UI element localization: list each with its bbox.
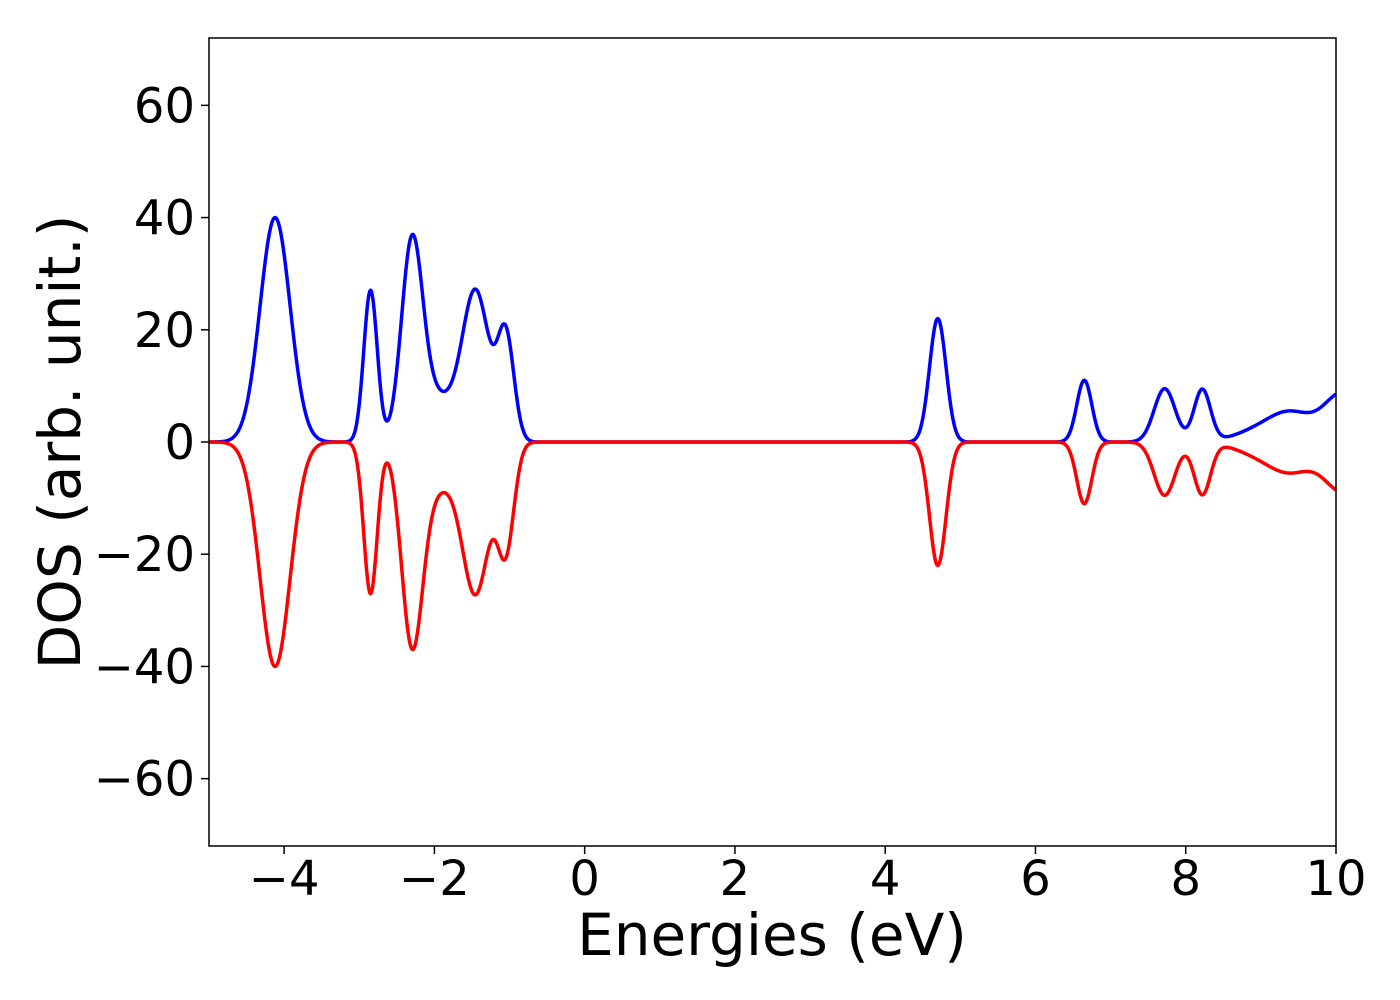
x-tick-label: 8 [1170,851,1201,907]
x-axis-ticks: −4 −2 0 2 4 6 8 10 [249,846,1367,907]
y-tick-label: −20 [94,527,195,583]
y-axis-ticks: 60 40 20 0 −20 −40 −60 [94,78,209,808]
y-tick-label: 0 [164,415,195,471]
x-axis-label: Energies (eV) [577,901,967,969]
y-tick-label: −40 [94,639,195,695]
x-tick-label: 10 [1305,851,1366,907]
x-tick-label: −2 [399,851,470,907]
y-axis-label: DOS (arb. unit.) [26,215,94,670]
y-tick-label: 60 [134,78,195,134]
x-tick-label: 2 [720,851,751,907]
x-tick-label: 6 [1020,851,1051,907]
series-line-spin-down [209,440,1336,669]
series-layer [209,215,1336,669]
y-tick-label: 40 [134,191,195,247]
y-tick-label: 20 [134,303,195,359]
x-tick-label: −4 [249,851,320,907]
x-tick-label: 0 [569,851,600,907]
y-tick-label: −60 [94,752,195,808]
x-tick-label: 4 [870,851,901,907]
